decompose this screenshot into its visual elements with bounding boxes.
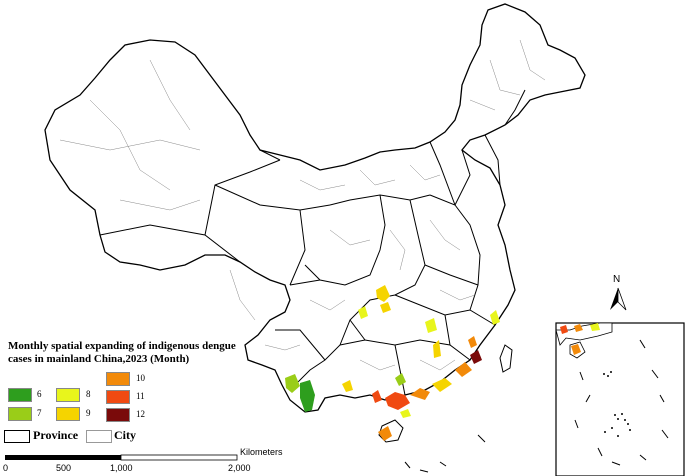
city-boundaries [59,39,546,371]
north-label: N [613,274,621,285]
legend-swatch-month [8,388,32,402]
south-china-sea-inset [555,322,685,476]
scale-tick-label: 0 [3,463,9,473]
scale-tick-label: 500 [56,463,72,473]
legend-swatch-month [8,407,32,421]
legend-month-label: 10 [136,373,145,383]
legend-swatch-month [106,390,130,404]
scale-unit-label: Kilometers [240,447,283,457]
scale-bar [5,454,238,461]
legend-swatch-month [106,372,130,386]
legend-title: Monthly spatial expanding of indigenous … [8,340,236,365]
scale-tick-label: 1,000 [110,463,133,473]
legend-month-label: 12 [136,409,145,419]
legend-month-label: 7 [37,408,42,418]
legend-month-label: 9 [86,408,91,418]
legend-month-label: 6 [37,389,42,399]
legend-swatch-month [56,407,80,421]
legend-swatch-month [56,388,80,402]
coastal-islands [404,434,486,473]
scale-tick-label: 2,000 [228,463,251,473]
province-boundaries [99,89,526,396]
taiwan-island [499,344,513,373]
legend-month-label: 11 [136,391,145,401]
city-key-icon [86,430,112,443]
dengue-case-areas [285,285,500,441]
province-key-icon [4,430,30,443]
north-arrow [610,287,627,311]
legend-month-label: 8 [86,389,91,399]
city-key-label: City [114,428,136,442]
province-key-label: Province [33,428,79,442]
legend-swatch-month [106,408,130,422]
